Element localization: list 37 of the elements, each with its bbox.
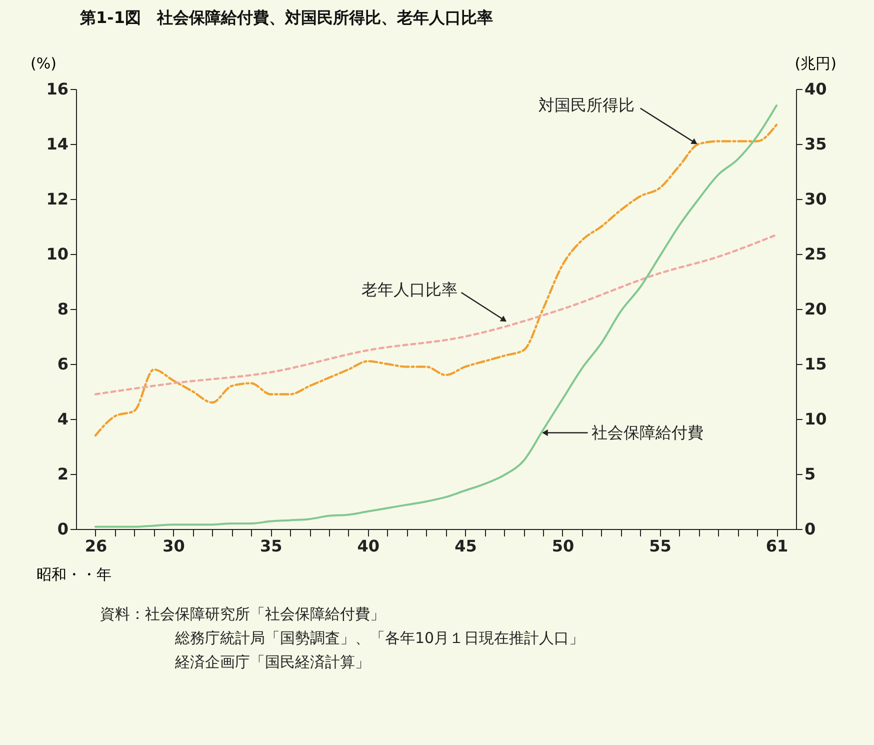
- x-tick-label: 35: [260, 536, 282, 556]
- y-tick-label: 4: [57, 410, 68, 428]
- x-tick-label: 50: [552, 536, 574, 556]
- x-tick-label: 40: [357, 536, 380, 556]
- x-tick-label: 55: [649, 536, 672, 556]
- line-series: [94, 234, 778, 396]
- y-tick-label: 12: [46, 190, 68, 208]
- y2-tick-label: 40: [804, 80, 827, 98]
- y2-tick-label: 5: [804, 464, 816, 484]
- text: 資料：社会保障研究所「社会保障給付費」: [100, 604, 386, 625]
- y-tick-label: 2: [57, 464, 68, 484]
- text: 経済企画庁「国民経済計算」: [174, 652, 371, 673]
- y-tick-label: 6: [57, 354, 68, 374]
- x-tick-label: 26: [84, 536, 108, 556]
- y-tick-label: 16: [46, 80, 68, 98]
- text: 老年人口比率: [361, 280, 458, 299]
- y-tick-label: 14: [46, 134, 68, 154]
- x-tick-label: 45: [454, 536, 477, 556]
- y-tick-label: 8: [57, 300, 68, 318]
- y-tick-label: 0: [57, 520, 68, 538]
- y-axis-title: (%): [30, 54, 56, 72]
- y2-tick-label: 15: [804, 354, 827, 374]
- x-tick-label: 30: [162, 536, 185, 556]
- x-tick-label: 61: [766, 536, 788, 556]
- y2-tick-label: 10: [804, 410, 827, 428]
- y-tick-label: 10: [46, 244, 68, 264]
- text: 対国民所得比: [538, 96, 634, 114]
- y2-tick-label: 25: [804, 244, 827, 264]
- y2-tick-label: 0: [804, 520, 816, 538]
- y2-tick-label: 30: [804, 190, 827, 208]
- y2-tick-label: 35: [804, 134, 827, 154]
- chart-title: 第1-1図 社会保障給付費、対国民所得比、老年人口比率: [79, 8, 493, 27]
- text: 社会保障給付費: [592, 422, 704, 442]
- x-axis-title: 昭和・・年: [36, 566, 112, 584]
- y2-axis-title: (兆円): [794, 54, 836, 72]
- y2-tick-label: 20: [804, 300, 827, 318]
- text: 総務庁統計局「国勢調査」、「各年10月１日現在推計人口」: [174, 628, 586, 649]
